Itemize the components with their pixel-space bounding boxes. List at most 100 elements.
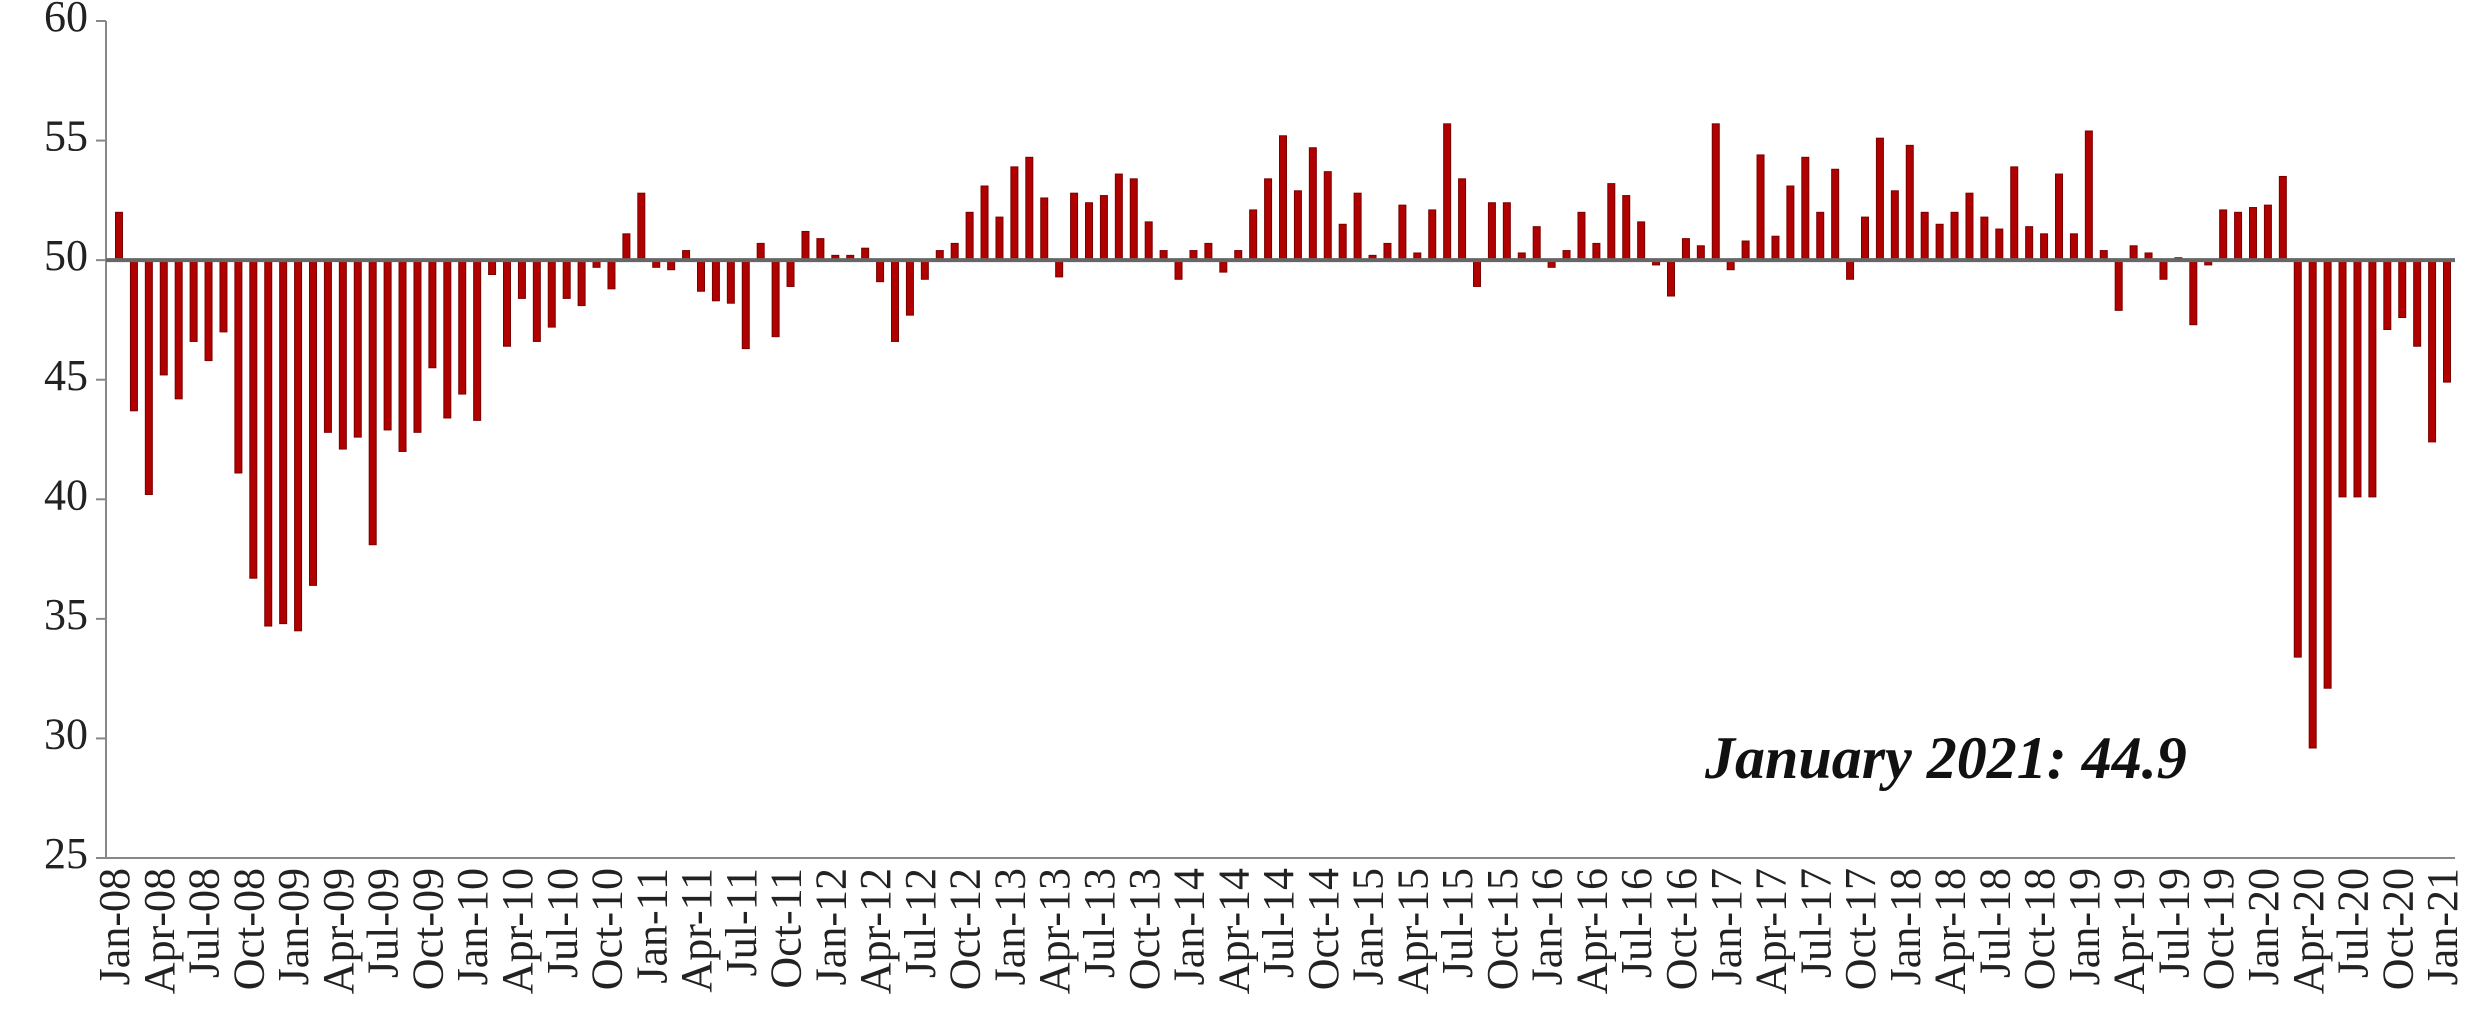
bar <box>129 259 138 412</box>
bar <box>1920 211 1929 261</box>
x-tick-label: Jan-14 <box>1165 868 1214 985</box>
x-tick-label: Apr-10 <box>493 868 542 994</box>
x-tick-label: Oct-09 <box>403 868 452 990</box>
bar <box>294 259 303 632</box>
x-tick-label: Jan-21 <box>2418 868 2467 985</box>
x-tick-label: Oct-15 <box>1478 868 1527 990</box>
bar <box>816 238 825 261</box>
x-tick-label: Jan-10 <box>448 868 497 985</box>
bar <box>1711 123 1720 261</box>
bar <box>1741 240 1750 261</box>
x-tick-label: Jul-08 <box>180 868 229 978</box>
bar <box>458 259 467 395</box>
x-tick-label: Oct-20 <box>2373 868 2422 990</box>
x-tick-label: Oct-08 <box>224 868 273 990</box>
bar <box>368 259 377 546</box>
x-tick-label: Jan-16 <box>1523 868 1572 985</box>
bar <box>383 259 392 431</box>
bar <box>1681 238 1690 261</box>
bar <box>1353 192 1362 261</box>
x-tick-label: Jul-16 <box>1612 868 1661 978</box>
bar <box>264 259 273 627</box>
bar <box>1249 209 1258 261</box>
bar <box>443 259 452 419</box>
bar <box>891 259 899 342</box>
bar <box>1144 221 1153 261</box>
bar <box>2413 259 2422 347</box>
x-tick-label: Apr-20 <box>2284 868 2333 994</box>
x-tick-label: Apr-19 <box>2105 868 2154 994</box>
y-tick-label: 50 <box>44 231 88 280</box>
x-tick-label: Jan-20 <box>2239 868 2288 985</box>
bar <box>219 259 228 333</box>
bar <box>2129 245 2138 261</box>
x-tick-label: Jan-18 <box>1881 868 1930 985</box>
x-tick-label: Jul-14 <box>1254 868 1303 978</box>
bar <box>279 259 288 625</box>
bar <box>323 259 332 433</box>
bar <box>1905 144 1914 261</box>
x-tick-label: Jul-12 <box>896 868 945 978</box>
bar <box>1965 192 1974 261</box>
bar <box>562 259 571 299</box>
bar <box>1577 211 1586 261</box>
bar <box>2055 173 2063 261</box>
x-tick-label: Oct-10 <box>583 868 632 990</box>
bar <box>2069 233 2078 261</box>
bar <box>2368 259 2377 498</box>
bar <box>1070 192 1079 261</box>
bar <box>1622 195 1631 261</box>
bar <box>1980 216 1989 261</box>
bar <box>174 259 183 400</box>
x-tick-label: Apr-11 <box>672 868 721 993</box>
bar <box>1607 183 1616 261</box>
bar <box>413 259 422 433</box>
bar <box>1831 168 1840 261</box>
bar <box>1502 202 1511 261</box>
bar <box>309 259 317 586</box>
bar <box>726 259 735 304</box>
bar <box>2278 175 2287 261</box>
bar <box>1861 216 1869 261</box>
bar <box>1323 171 1332 261</box>
bar <box>398 259 407 452</box>
bar <box>2383 259 2392 330</box>
bar <box>1085 202 1093 261</box>
y-tick-label: 40 <box>44 470 88 519</box>
x-tick-label: Apr-16 <box>1567 868 1616 994</box>
bar <box>1129 178 1138 261</box>
x-tick-label: Jul-20 <box>2329 868 2378 978</box>
bar <box>801 230 810 261</box>
x-tick-label: Apr-15 <box>1388 868 1437 994</box>
bar <box>1279 135 1287 261</box>
bar <box>1473 259 1481 287</box>
bar <box>2159 259 2168 280</box>
bar <box>1040 197 1049 261</box>
bar <box>2010 166 2019 261</box>
bar <box>920 259 929 280</box>
bar <box>204 259 213 362</box>
bar <box>1637 221 1646 261</box>
bar <box>786 259 795 287</box>
bar <box>2084 130 2093 261</box>
x-tick-label: Apr-14 <box>1209 868 1258 994</box>
bar <box>249 259 258 579</box>
bar <box>711 259 720 302</box>
x-tick-label: Apr-12 <box>851 868 900 994</box>
y-tick-label: 35 <box>44 590 88 639</box>
bar <box>2025 226 2034 261</box>
x-tick-label: Apr-09 <box>314 868 363 994</box>
bar <box>2443 259 2451 383</box>
x-tick-label: Jan-15 <box>1344 868 1393 985</box>
x-tick-label: Oct-19 <box>2194 868 2243 990</box>
annotation: January 2021: 44.9 <box>1704 725 2187 791</box>
x-tick-label: Jan-09 <box>269 868 318 985</box>
bar <box>1443 123 1452 261</box>
bar <box>1338 223 1347 261</box>
bar <box>1756 154 1765 261</box>
y-tick-label: 55 <box>44 112 88 161</box>
x-tick-label: Oct-11 <box>762 868 811 989</box>
bar <box>2040 233 2049 261</box>
bar <box>2323 259 2332 689</box>
bar <box>637 192 646 261</box>
